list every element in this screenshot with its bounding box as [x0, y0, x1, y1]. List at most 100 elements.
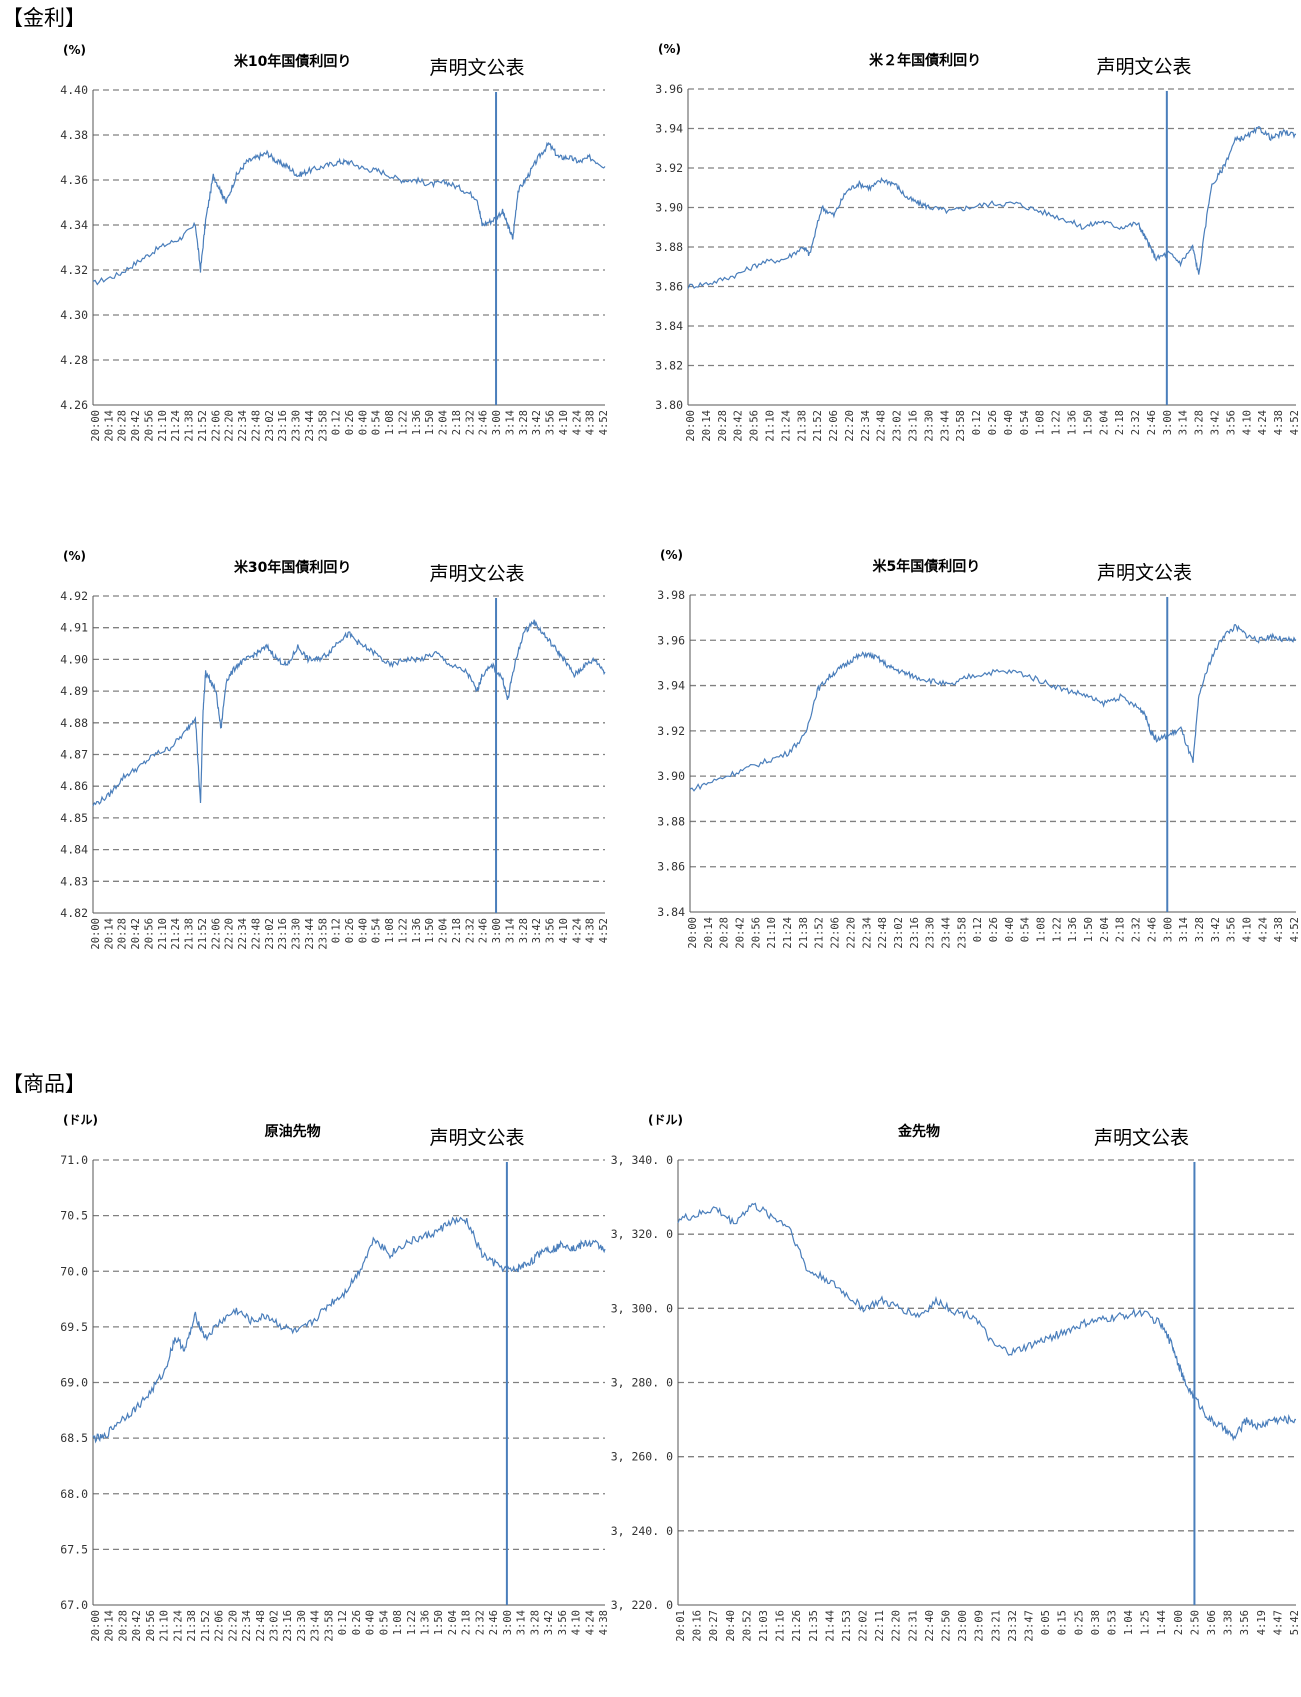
x-tick-label: 4:38	[585, 410, 597, 435]
x-tick-label: 3:00	[491, 918, 503, 943]
y-tick-label: 4.89	[60, 684, 88, 698]
y-tick-label: 3.94	[655, 122, 683, 136]
x-tick-label: 1:36	[1066, 410, 1078, 435]
x-tick-label: 4:52	[1289, 410, 1301, 435]
x-tick-label: 3:06	[1206, 1610, 1218, 1635]
x-tick-label: 21:10	[764, 410, 776, 442]
y-tick-label: 3.90	[655, 201, 683, 215]
x-tick-label: 23:02	[264, 410, 276, 442]
x-tick-label: 4:38	[1273, 917, 1285, 942]
x-tick-label: 2:32	[464, 918, 476, 943]
x-tick-label: 1:25	[1140, 1610, 1152, 1635]
unit-label: (ドル)	[648, 1113, 683, 1127]
x-tick-label: 22:34	[241, 1610, 253, 1642]
x-tick-label: 2:04	[438, 410, 450, 435]
x-tick-label: 2:04	[1098, 410, 1110, 435]
x-tick-label: 4:19	[1256, 1610, 1268, 1635]
y-tick-label: 4.91	[60, 621, 88, 635]
x-tick-label: 20:42	[733, 410, 745, 442]
x-tick-label: 0:53	[1106, 1610, 1118, 1635]
y-tick-label: 3, 320. 0	[611, 1227, 673, 1241]
y-tick-label: 3.88	[655, 240, 683, 254]
x-tick-label: 21:38	[184, 410, 196, 442]
x-tick-label: 23:44	[310, 1610, 322, 1642]
x-tick-label: 1:08	[392, 1610, 404, 1635]
x-tick-label: 21:10	[157, 410, 169, 442]
y-tick-label: 67.0	[60, 1598, 88, 1612]
x-tick-label: 22:48	[876, 410, 888, 442]
x-tick-label: 1:36	[1067, 917, 1079, 942]
x-tick-label: 21:10	[157, 918, 169, 950]
x-tick-label: 22:06	[828, 410, 840, 442]
x-tick-label: 4:24	[1257, 917, 1269, 942]
y-tick-label: 68.5	[60, 1431, 88, 1445]
x-tick-label: 1:08	[384, 410, 396, 435]
x-tick-label: 0:54	[378, 1610, 390, 1635]
chart-us30y: (%) 米30年国債利回り 声明文公表 4.92 4.91 4.90 4.89 4.88 4.8…	[0, 545, 620, 1005]
x-tick-label: 0:40	[1003, 410, 1015, 435]
x-tick-label: 22:20	[227, 1610, 239, 1642]
x-tick-label: 23:58	[955, 410, 967, 442]
x-tick-label: 3:56	[1226, 917, 1238, 942]
y-tick-label: 4.88	[60, 716, 88, 730]
y-tick-label: 3.98	[657, 588, 685, 602]
x-tick-label: 23:16	[277, 410, 289, 442]
x-tick-label: 0:54	[371, 918, 383, 943]
x-tick-label: 23:21	[990, 1610, 1002, 1642]
x-tick-label: 21:52	[197, 918, 209, 950]
x-tick-label: 0:38	[1090, 1610, 1102, 1635]
annotation-label: 声明文公表	[1096, 56, 1191, 78]
x-tick-label: 1:36	[420, 1610, 432, 1635]
x-tick-label: 2:32	[1130, 410, 1142, 435]
annotation-label: 声明文公表	[429, 563, 524, 585]
x-tick-label: 0:40	[365, 1610, 377, 1635]
x-tick-label: 1:50	[424, 918, 436, 943]
x-tick-label: 23:02	[893, 917, 905, 949]
x-tick-label: 23:30	[296, 1610, 308, 1642]
x-tick-label: 1:22	[1051, 410, 1063, 435]
x-tick-label: 4:10	[558, 410, 570, 435]
x-tick-label: 0:12	[331, 918, 343, 943]
y-tick-label: 70.5	[60, 1209, 88, 1223]
x-tick-label: 0:26	[988, 917, 1000, 942]
y-tick-label: 3, 240. 0	[611, 1524, 673, 1538]
annotation-label: 声明文公表	[429, 57, 524, 79]
x-tick-label: 20:14	[703, 917, 715, 949]
unit-label: (%)	[63, 43, 86, 57]
x-tick-label: 1:04	[1123, 1610, 1135, 1635]
y-tick-label: 3, 340. 0	[611, 1153, 673, 1167]
x-tick-label: 2:18	[1115, 917, 1127, 942]
x-tick-label: 21:16	[775, 1610, 787, 1642]
x-tick-label: 1:22	[397, 410, 409, 435]
x-tick-label: 3:38	[1223, 1610, 1235, 1635]
x-tick-label: 21:24	[172, 1610, 184, 1642]
x-tick-label: 22:20	[224, 410, 236, 442]
x-tick-label: 20:28	[719, 917, 731, 949]
x-tick-label: 2:46	[478, 410, 490, 435]
chart-gold: (ドル) 金先物 声明文公表 3, 340. 0 3, 320. 0 3, 300. 0 3…	[611, 1110, 1301, 1695]
x-tick-label: 0:40	[1004, 917, 1016, 942]
y-tick-label: 3.80	[655, 398, 683, 412]
x-tick-label: 21:38	[796, 410, 808, 442]
x-tick-label: 3:42	[1210, 410, 1222, 435]
series-line	[677, 1202, 1297, 1442]
x-tick-label: 23:16	[277, 918, 289, 950]
x-tick-label: 2:04	[1099, 917, 1111, 942]
chart-title: 米30年国債利回り	[234, 559, 351, 576]
chart-svg: (%) 米5年国債利回り 声明文公表 3.98 3.96 3.94 3.92 3.90 3.88…	[657, 548, 1301, 949]
y-tick-label: 70.0	[60, 1264, 88, 1278]
x-tick-label: 1:44	[1156, 1610, 1168, 1635]
y-tick-label: 3.86	[657, 860, 685, 874]
x-tick-label: 2:32	[464, 410, 476, 435]
x-tick-label: 3:56	[557, 1610, 569, 1635]
x-tick-label: 22:06	[214, 1610, 226, 1642]
x-tick-label: 0:25	[1073, 1610, 1085, 1635]
x-tick-label: 20:28	[117, 1610, 129, 1642]
y-tick-label: 4.38	[60, 128, 88, 142]
x-tick-label: 20:56	[143, 410, 155, 442]
annotation-label: 声明文公表	[429, 1127, 524, 1149]
y-tick-label: 3.92	[655, 161, 683, 175]
x-tick-label: 21:53	[841, 1610, 853, 1642]
y-tick-label: 3.90	[657, 769, 685, 783]
x-tick-label: 20:56	[145, 1610, 157, 1642]
